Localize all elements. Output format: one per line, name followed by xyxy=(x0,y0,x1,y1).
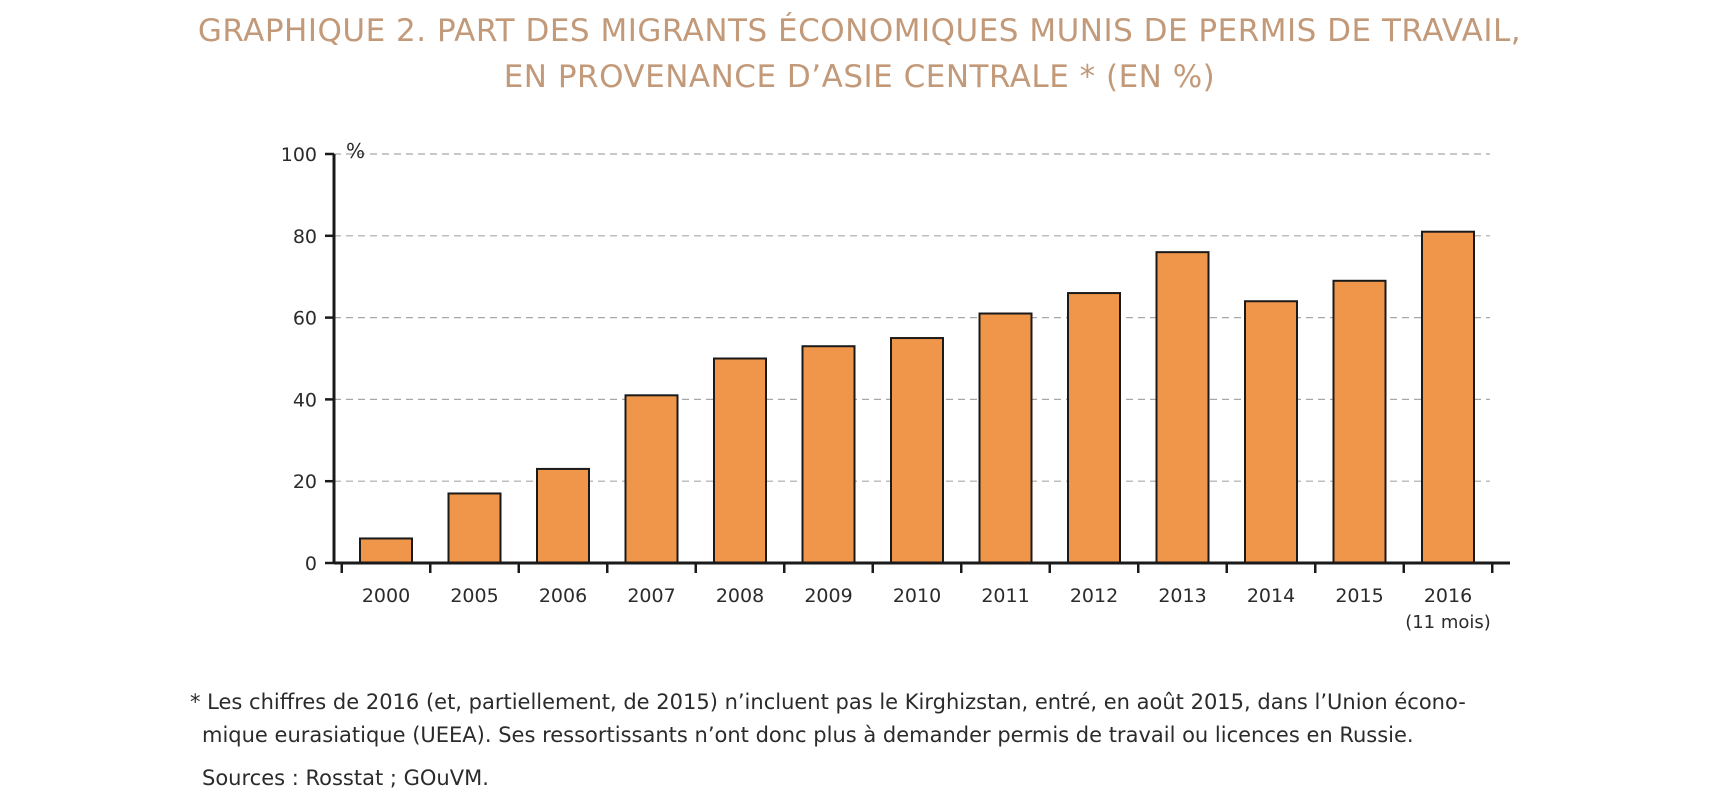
bar-2012 xyxy=(1067,292,1121,564)
chart-title: GRAPHIQUE 2. PART DES MIGRANTS ÉCONOMIQU… xyxy=(0,8,1719,100)
y-tick-label: 100 xyxy=(281,144,317,166)
bars xyxy=(359,230,1475,565)
y-tick-label: 60 xyxy=(293,308,317,330)
axis-labels: 0 20 40 60 80 100 % 2000 2005 2006 2007 2008 2009 201… xyxy=(281,139,1491,633)
y-tick-label: 20 xyxy=(293,471,317,493)
footnote-line-1: * Les chiffres de 2016 (et, partiellemen… xyxy=(190,690,1466,714)
bar-2000 xyxy=(359,537,413,565)
sources-note: Sources : Rosstat ; GOuVM. xyxy=(202,766,489,790)
chart-title-line-1: GRAPHIQUE 2. PART DES MIGRANTS ÉCONOMIQU… xyxy=(197,13,1522,49)
bar-2013 xyxy=(1155,251,1210,564)
x-tick-label: 2009 xyxy=(804,585,852,607)
x-tick-label: 2005 xyxy=(450,585,498,607)
x-tick-label: 2014 xyxy=(1247,585,1295,607)
chart-title-line-2: EN PROVENANCE D’ASIE CENTRALE * (EN %) xyxy=(503,59,1216,95)
x-tick-label: 2016 xyxy=(1424,585,1472,607)
bar-2009 xyxy=(801,345,856,565)
bar-2015 xyxy=(1332,279,1387,564)
x-tick-label: 2008 xyxy=(716,585,764,607)
bar-2016 xyxy=(1421,230,1475,565)
bar-2006 xyxy=(536,467,590,564)
axes xyxy=(325,152,1510,573)
y-tick-label: 80 xyxy=(293,226,317,248)
bar-chart: 0 20 40 60 80 100 % 2000 2005 2006 2007 2008 2009 201… xyxy=(281,139,1510,633)
x-tick-sublabel: (11 mois) xyxy=(1405,612,1491,633)
x-tick-label: 2015 xyxy=(1335,585,1383,607)
x-tick-label: 2000 xyxy=(362,585,410,607)
x-tick-label: 2011 xyxy=(981,585,1029,607)
bar-2011 xyxy=(978,312,1033,565)
x-tick-label: 2006 xyxy=(539,585,587,607)
bar-2014 xyxy=(1244,300,1298,564)
footnote-line-2: mique eurasiatique (UEEA). Ses ressortis… xyxy=(202,723,1414,747)
x-tick-label: 2007 xyxy=(627,585,675,607)
bar-2005 xyxy=(447,492,502,564)
bar-2008 xyxy=(713,357,767,564)
bar-2007 xyxy=(624,394,679,564)
x-tick-label: 2012 xyxy=(1070,585,1118,607)
y-tick-label: 40 xyxy=(293,389,317,411)
bar-2010 xyxy=(890,337,944,564)
x-tick-label: 2010 xyxy=(893,585,941,607)
y-unit-label: % xyxy=(346,139,365,163)
footnotes: * Les chiffres de 2016 (et, partiellemen… xyxy=(190,686,1690,795)
y-tick-label: 0 xyxy=(305,553,317,575)
x-tick-label: 2013 xyxy=(1158,585,1206,607)
